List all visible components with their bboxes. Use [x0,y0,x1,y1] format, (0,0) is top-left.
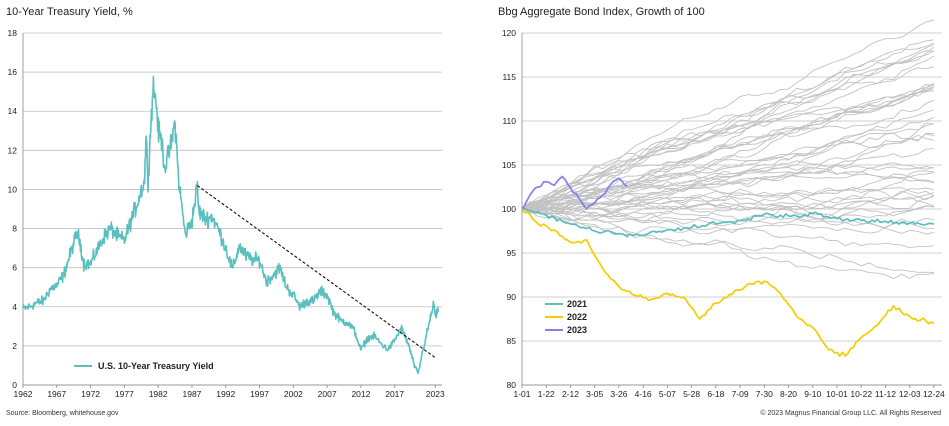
series-line-2021 [521,207,935,238]
left-chart-title: 10-Year Treasury Yield, % [6,6,133,18]
historical-year-line [521,42,935,210]
right-x-tick-label: 2-12 [562,389,579,399]
left-x-tick-label: 2012 [351,389,370,399]
right-y-tick-label: 90 [507,292,517,302]
left-x-tick-label: 1967 [47,389,66,399]
historical-year-line [521,208,934,280]
right-y-tick-label: 100 [502,204,516,214]
historical-year-line [521,173,934,215]
historical-year-line [521,84,935,212]
left-y-tick-label: 10 [8,184,18,194]
right-legend-label-2022: 2022 [567,312,587,322]
right-x-tick-label: 10-22 [850,389,872,399]
left-x-tick-label: 1987 [182,389,201,399]
historical-year-line [521,162,934,211]
right-x-tick-label: 1-22 [538,389,555,399]
left-y-tick-label: 4 [12,302,17,312]
right-x-tick-label: 4-16 [635,389,652,399]
right-y-tick-label: 105 [502,160,516,170]
left-x-tick-label: 1997 [250,389,269,399]
left-y-tick-label: 0 [12,380,17,390]
historical-year-line [521,83,935,211]
historical-year-line [521,190,935,223]
historical-year-line [521,166,935,210]
trend-dashed-line [197,185,436,359]
left-x-tick-label: 1982 [149,389,168,399]
right-y-tick-label: 110 [502,116,516,126]
right-x-tick-label: 12-24 [923,389,945,399]
historical-year-line [521,50,935,210]
left-x-tick-label: 2023 [426,389,445,399]
historical-year-line [521,99,935,210]
right-x-tick-label: 7-09 [732,389,749,399]
right-x-tick-label: 9-10 [804,389,821,399]
series-line-2022 [521,208,935,357]
historical-year-line [521,55,935,210]
right-x-tick-label: 11-12 [875,389,896,399]
left-y-tick-label: 8 [12,224,17,234]
historical-year-line [521,123,935,210]
right-x-tick-label: 3-05 [586,389,603,399]
source-note: Source: Bloomberg, whitehouse.gov [6,410,119,417]
left-y-tick-label: 16 [8,67,18,77]
right-legend-label-2021: 2021 [567,299,587,309]
left-y-tick-label: 18 [8,28,18,38]
historical-year-line [521,170,934,211]
right-x-tick-label: 5-07 [659,389,676,399]
historical-year-line [521,86,935,210]
right-x-tick-label: 7-30 [756,389,773,399]
right-x-tick-label: 1-01 [513,389,530,399]
right-x-tick-label: 6-18 [707,389,724,399]
treasury-yield-line [22,75,440,375]
left-y-tick-label: 14 [8,106,18,116]
left-y-tick-label: 12 [8,145,18,155]
historical-year-line [521,207,934,249]
historical-year-line [521,44,935,210]
left-x-tick-label: 2017 [385,389,404,399]
historical-year-line [521,188,934,217]
left-x-tick-label: 1962 [14,389,33,399]
historical-year-line [521,192,935,217]
right-y-tick-label: 85 [507,336,517,346]
right-x-tick-label: 10-01 [826,389,848,399]
left-y-tick-label: 6 [12,263,17,273]
right-x-tick-label: 12-03 [899,389,921,399]
left-x-tick-label: 1992 [216,389,235,399]
copyright-note: © 2023 Magnus Financial Group LLC. All R… [760,410,941,417]
right-y-tick-label: 95 [507,248,517,258]
historical-year-line [521,132,934,212]
historical-year-line [521,204,934,273]
left-x-tick-label: 2007 [318,389,337,399]
historical-year-line [521,166,934,212]
right-legend-label-2023: 2023 [567,325,587,335]
right-y-tick-label: 115 [502,72,516,82]
right-x-tick-label: 5-28 [683,389,700,399]
left-y-tick-label: 2 [12,341,17,351]
historical-year-line [521,19,935,210]
left-legend-label: U.S. 10-Year Treasury Yield [98,361,214,371]
right-chart-title: Bbg Aggregate Bond Index, Growth of 100 [498,6,705,18]
historical-year-line [521,208,934,235]
right-y-tick-label: 80 [507,380,517,390]
right-y-tick-label: 120 [502,28,516,38]
right-x-tick-label: 3-26 [610,389,627,399]
series-line-2023 [521,175,628,210]
left-x-tick-label: 1977 [115,389,134,399]
historical-year-line [521,66,934,210]
right-x-tick-label: 8-20 [780,389,797,399]
left-x-tick-label: 2002 [284,389,303,399]
historical-year-line [521,86,935,210]
left-x-tick-label: 1972 [81,389,100,399]
